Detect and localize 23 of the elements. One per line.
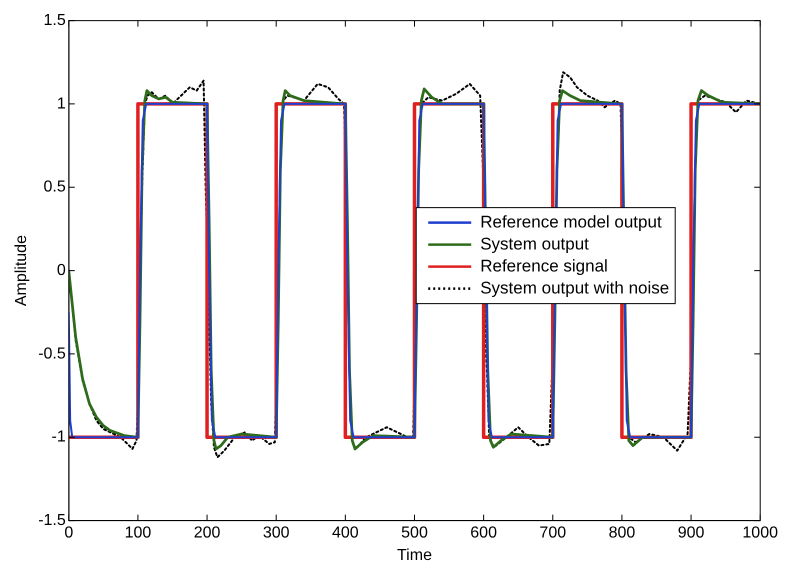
legend-label: System output with noise	[480, 278, 670, 298]
x-tick-label: 300	[262, 524, 290, 542]
y-tick-label: 1.5	[44, 12, 66, 30]
x-tick-label: 600	[470, 524, 498, 542]
x-tick-label: 800	[608, 524, 636, 542]
x-tick-label: 200	[194, 524, 220, 542]
x-tick-label: 400	[332, 524, 359, 542]
x-axis-title: Time	[397, 546, 432, 564]
x-tick-label: 100	[124, 524, 152, 542]
legend-label: Reference signal	[480, 256, 608, 276]
y-tick-label: 0	[56, 262, 66, 280]
y-axis-title: Amplitude	[13, 234, 30, 306]
x-tick-label: 900	[678, 524, 705, 542]
y-tick-label: -1.5	[38, 512, 66, 530]
x-tick-label: 500	[401, 524, 428, 542]
legend-label: Reference model output	[480, 212, 662, 232]
y-tick-label: -0.5	[38, 345, 66, 362]
y-tick-label: 0.5	[44, 178, 66, 196]
x-tick-label: 700	[539, 524, 566, 542]
y-tick-label: -1	[52, 428, 66, 446]
legend-label: System output	[480, 234, 590, 254]
y-tick-label: 1	[56, 95, 66, 112]
x-tick-label: 1000	[742, 524, 778, 542]
